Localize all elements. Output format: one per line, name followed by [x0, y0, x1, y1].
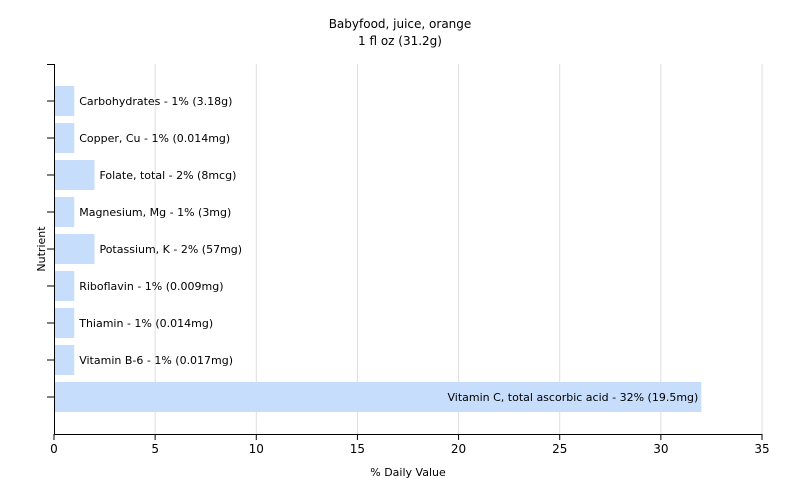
bar-data-label: Riboflavin - 1% (0.009mg): [79, 280, 223, 293]
bar: [55, 197, 75, 227]
bar: [55, 382, 702, 412]
grid-lines: [154, 64, 763, 434]
bar: [55, 271, 75, 301]
bar: [55, 345, 75, 375]
chart-title: Babyfood, juice, orange: [329, 17, 472, 31]
chart-subtitle: 1 fl oz (31.2g): [358, 34, 442, 48]
bar-data-label: Thiamin - 1% (0.014mg): [78, 317, 213, 330]
bar: [55, 308, 75, 338]
x-tick-label: 15: [350, 442, 365, 456]
bars: [55, 86, 702, 412]
bar-data-label: Vitamin C, total ascorbic acid - 32% (19…: [447, 391, 698, 404]
bar: [55, 234, 95, 264]
bar-data-label: Potassium, K - 2% (57mg): [99, 243, 242, 256]
bar-data-label: Folate, total - 2% (8mcg): [99, 169, 236, 182]
plot-background: [54, 64, 762, 434]
x-tick-label: 5: [151, 442, 159, 456]
bar: [55, 160, 95, 190]
x-tick-label: 30: [653, 442, 668, 456]
bar-data-label: Carbohydrates - 1% (3.18g): [79, 95, 232, 108]
x-axis-title: % Daily Value: [370, 466, 446, 479]
bar-data-label: Copper, Cu - 1% (0.014mg): [79, 132, 230, 145]
bar: [55, 123, 75, 153]
x-tick-label: 0: [50, 442, 58, 456]
bar-data-label: Magnesium, Mg - 1% (3mg): [79, 206, 231, 219]
bar: [55, 86, 75, 116]
x-tick-label: 20: [451, 442, 466, 456]
bar-labels: Carbohydrates - 1% (3.18g) Copper, Cu - 1…: [78, 95, 698, 404]
x-tick-label: 25: [552, 442, 567, 456]
bar-data-label: Vitamin B-6 - 1% (0.017mg): [79, 354, 233, 367]
x-tick-label: 10: [249, 442, 264, 456]
axes: 0 5 10 15 20 25 30 35: [47, 64, 770, 456]
y-axis-title: Nutrient: [35, 226, 48, 272]
x-tick-label: 35: [754, 442, 769, 456]
